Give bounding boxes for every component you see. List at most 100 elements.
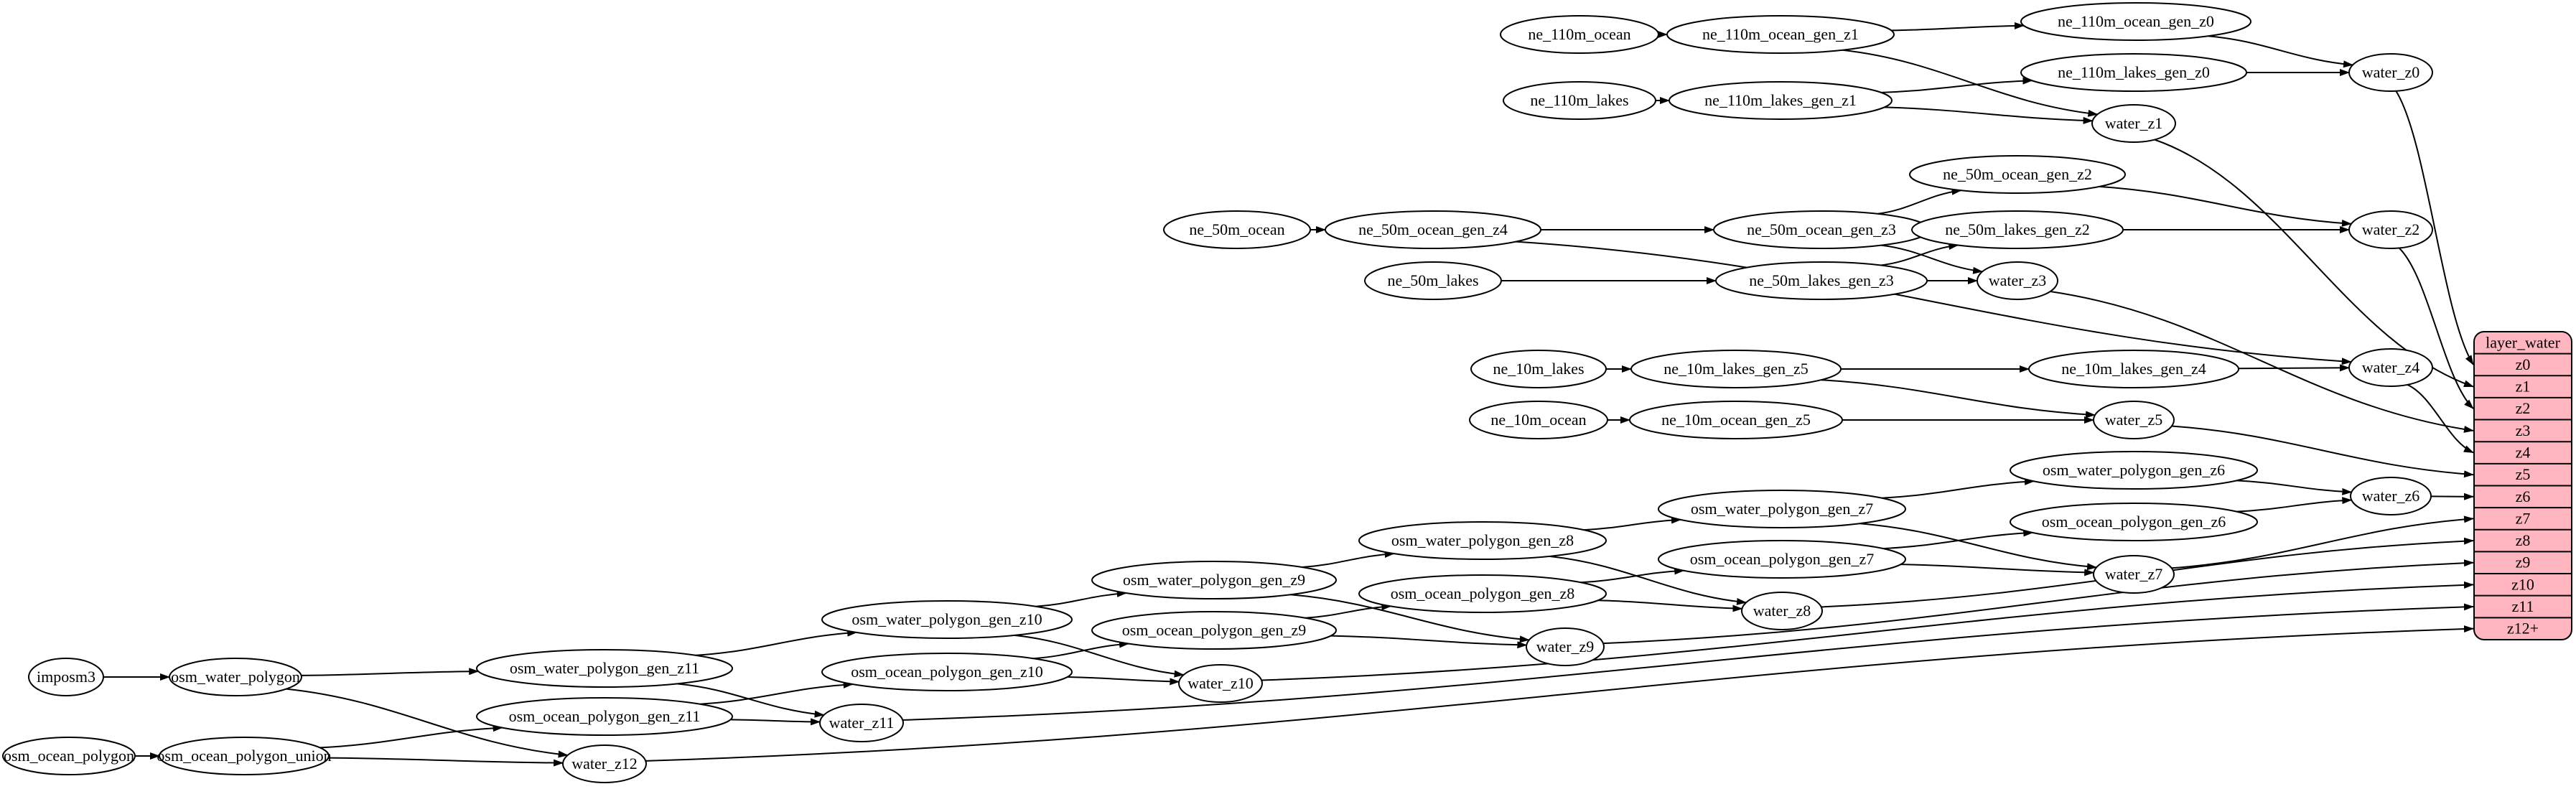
- node-ellipse: [821, 600, 1073, 639]
- edge-water_z0-to-z0: [2395, 90, 2474, 365]
- edge-osm_ocean_polygon_gen_z11-to-water_z11: [730, 718, 821, 726]
- graph-node-water_z6: water_z6: [2350, 477, 2432, 515]
- edge-osm_water_polygon-to-osm_water_polygon_gen_z11: [301, 668, 480, 676]
- graph-node-ne_50m_lakes_gen_z2: ne_50m_lakes_gen_z2: [1911, 210, 2124, 249]
- node-ellipse: [476, 697, 733, 736]
- node-label: water_z9: [1536, 638, 1595, 655]
- node-ellipse: [1526, 627, 1605, 666]
- node-label: ne_10m_lakes_gen_z4: [2061, 360, 2206, 378]
- graph-node-osm_water_polygon_gen_z7: osm_water_polygon_gen_z7: [1658, 490, 1906, 528]
- node-label: osm_ocean_polygon_union: [157, 747, 331, 765]
- graph-node-ne_110m_ocean_gen_z1: ne_110m_ocean_gen_z1: [1666, 15, 1895, 54]
- node-ellipse: [1715, 261, 1928, 300]
- table-row-z1: z1: [2516, 378, 2531, 396]
- edge-water_z2-to-z2: [2399, 247, 2474, 409]
- graph-node-water_z3: water_z3: [1977, 261, 2058, 300]
- graph-node-water_z7: water_z7: [2093, 555, 2175, 594]
- edge-osm_water_polygon_gen_z9-to-osm_water_polygon_gen_z8: [1302, 550, 1395, 568]
- node-ellipse: [2010, 503, 2258, 541]
- graph-node-ne_10m_lakes_gen_z5: ne_10m_lakes_gen_z5: [1630, 350, 1842, 388]
- node-label: osm_water_polygon_gen_z11: [510, 659, 699, 677]
- node-ellipse: [1469, 401, 1608, 439]
- graph-node-ne_50m_ocean_gen_z4: ne_50m_ocean_gen_z4: [1325, 210, 1541, 249]
- graph-node-ne_10m_lakes: ne_10m_lakes: [1470, 350, 1607, 388]
- node-ellipse: [169, 658, 302, 696]
- edge-osm_ocean_polygon_gen_z11-to-osm_ocean_polygon_gen_z10: [699, 681, 854, 705]
- graph-node-water_z5: water_z5: [2093, 401, 2175, 439]
- edge-osm_ocean_polygon_union-to-osm_ocean_polygon_gen_z11: [319, 724, 503, 749]
- graph-node-osm_ocean_polygon_gen_z7: osm_ocean_polygon_gen_z7: [1658, 540, 1906, 579]
- node-label: ne_50m_lakes: [1387, 271, 1478, 289]
- graph-node-osm_water_polygon_gen_z10: osm_water_polygon_gen_z10: [821, 600, 1073, 639]
- edge-osm_ocean_polygon_union-to-water_z12: [328, 757, 564, 767]
- node-label: osm_ocean_polygon_gen_z6: [2042, 513, 2226, 531]
- graph-node-osm_water_polygon_gen_z8: osm_water_polygon_gen_z8: [1358, 521, 1607, 560]
- graph-node-osm_water_polygon_gen_z9: osm_water_polygon_gen_z9: [1091, 561, 1337, 599]
- node-label: osm_ocean_polygon_gen_z10: [851, 663, 1043, 681]
- node-ellipse: [1503, 81, 1656, 120]
- node-ellipse: [159, 737, 330, 775]
- graph-node-ne_50m_lakes_gen_z3: ne_50m_lakes_gen_z3: [1715, 261, 1928, 300]
- edge-water_z1-to-z1: [2154, 139, 2474, 388]
- node-ellipse: [1909, 155, 2126, 194]
- edge-ne_10m_lakes_gen_z5-to-water_z5: [1821, 379, 2096, 419]
- node-ellipse: [821, 653, 1073, 691]
- node-ellipse: [1630, 350, 1842, 388]
- graph-node-ne_50m_ocean: ne_50m_ocean: [1163, 210, 1311, 249]
- edge-osm_ocean_polygon_gen_z9-to-water_z9: [1330, 635, 1528, 649]
- table-row-z5: z5: [2516, 465, 2531, 483]
- edge-osm_ocean_polygon_gen_z10-to-osm_ocean_polygon_gen_z9: [1033, 640, 1129, 660]
- node-label: water_z1: [2105, 114, 2163, 132]
- edge-osm_water_polygon_gen_z9-to-water_z9: [1290, 594, 1530, 643]
- edge-osm_ocean_polygon_gen_z8-to-osm_ocean_polygon_gen_z7: [1580, 567, 1685, 584]
- node-label: osm_water_polygon_gen_z8: [1391, 531, 1574, 549]
- node-label: osm_water_polygon: [171, 668, 300, 686]
- node-label: water_z8: [1753, 602, 1811, 620]
- graph-node-ne_110m_ocean_gen_z0: ne_110m_ocean_gen_z0: [2020, 2, 2251, 41]
- graph-node-ne_10m_lakes_gen_z4: ne_10m_lakes_gen_z4: [2028, 350, 2239, 388]
- edge-osm_water_polygon_gen_z8-to-water_z8: [1549, 555, 1747, 605]
- node-label: ne_110m_ocean_gen_z0: [2058, 12, 2214, 30]
- graph-node-water_z10: water_z10: [1178, 664, 1263, 703]
- node-label: imposm3: [37, 668, 95, 686]
- node-label: ne_50m_lakes_gen_z3: [1749, 271, 1894, 289]
- graph-node-water_z0: water_z0: [2348, 53, 2433, 92]
- node-ellipse: [28, 658, 104, 696]
- node-ellipse: [1178, 664, 1263, 703]
- edge-ne_50m_ocean_gen_z3-to-ne_50m_ocean_gen_z2: [1877, 187, 1962, 215]
- edge-water_z3-to-z3: [2050, 291, 2474, 433]
- edge-water_z9-to-z9: [1602, 559, 2474, 645]
- node-ellipse: [2093, 555, 2175, 594]
- node-ellipse: [819, 704, 904, 742]
- node-ellipse: [1629, 401, 1843, 439]
- graph-node-ne_50m_ocean_gen_z3: ne_50m_ocean_gen_z3: [1713, 210, 1930, 249]
- edge-water_z11-to-z11: [902, 603, 2474, 721]
- layer-water-table: layer_water z0 z1 z2 z3 z4 z5 z6 z7 z8 z9 z10 z11 z12…: [2473, 331, 2572, 640]
- node-ellipse: [1358, 574, 1607, 613]
- node-ellipse: [2, 737, 136, 775]
- node-label: osm_ocean_polygon_gen_z9: [1122, 621, 1307, 639]
- node-ellipse: [1163, 210, 1311, 249]
- edge-osm_ocean_polygon_gen_z7-to-water_z7: [1900, 564, 2095, 576]
- node-ellipse: [2348, 210, 2433, 249]
- node-label: ne_10m_ocean_gen_z5: [1661, 411, 1811, 429]
- graph-node-water_z11: water_z11: [819, 704, 904, 742]
- node-label: water_z10: [1187, 674, 1254, 692]
- edge-osm_water_polygon_gen_z6-to-water_z6: [2236, 480, 2353, 495]
- graph-node-imposm3: imposm3: [28, 658, 104, 696]
- node-ellipse: [2350, 477, 2432, 515]
- graph-node-ne_110m_lakes: ne_110m_lakes: [1503, 81, 1656, 120]
- node-label: water_z4: [2362, 358, 2420, 376]
- graph-node-water_z1: water_z1: [2091, 104, 2176, 143]
- table-row-z9: z9: [2516, 554, 2531, 571]
- node-label: osm_water_polygon_gen_z9: [1123, 571, 1305, 589]
- node-label: osm_water_polygon_gen_z6: [2043, 461, 2225, 479]
- node-ellipse: [1911, 210, 2124, 249]
- node-label: water_z2: [2362, 220, 2420, 238]
- node-label: water_z0: [2362, 63, 2420, 81]
- node-ellipse: [1741, 592, 1823, 630]
- edge-osm_water_polygon_gen_z7-to-water_z7: [1859, 523, 2097, 571]
- graph-node-water_z8: water_z8: [1741, 592, 1823, 630]
- graph-node-osm_ocean_polygon: osm_ocean_polygon: [2, 737, 136, 775]
